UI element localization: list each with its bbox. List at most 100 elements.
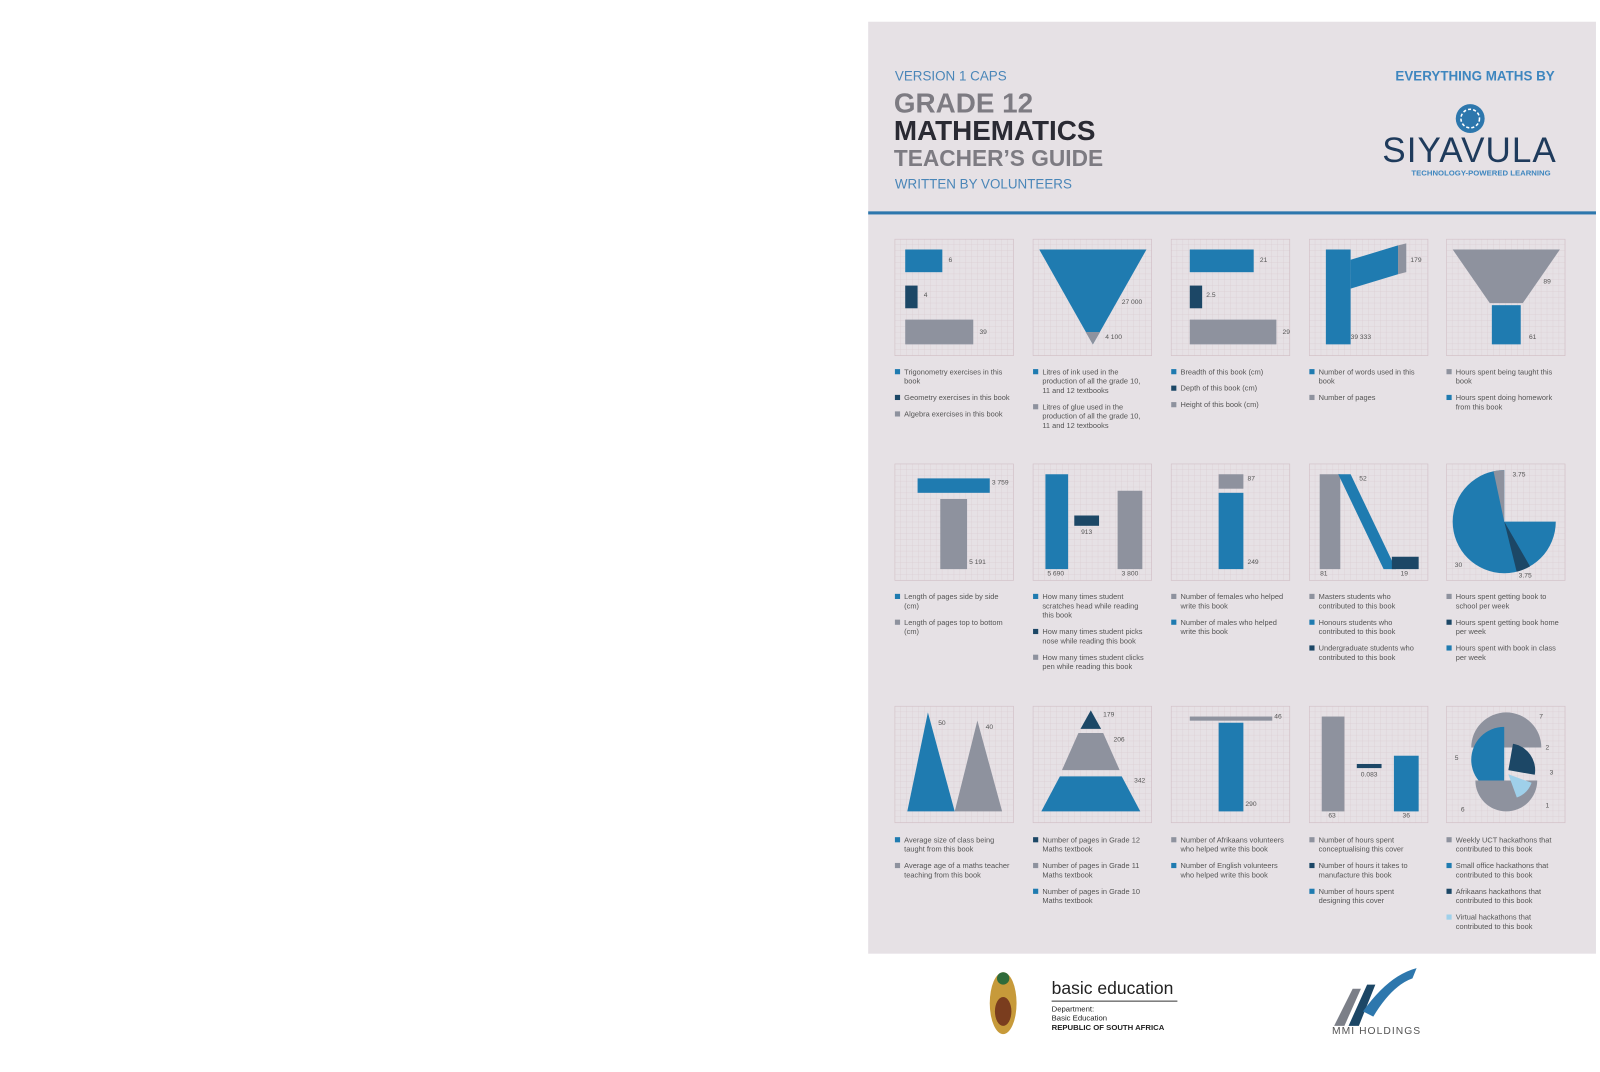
legend-swatch bbox=[1309, 837, 1315, 843]
shape-label: 206 bbox=[1113, 736, 1124, 743]
shape bbox=[1391, 556, 1419, 570]
legend-text: Depth of this book (cm) bbox=[1180, 383, 1258, 393]
shape bbox=[1041, 776, 1141, 812]
shape bbox=[954, 720, 1003, 812]
brand: SIYAVULA bbox=[1382, 130, 1557, 171]
legend-swatch bbox=[1033, 628, 1039, 635]
legend-item: Number of males who helped write this bo… bbox=[1171, 618, 1286, 636]
legend-item: Hours spent doing homework from this boo… bbox=[1446, 393, 1561, 412]
legend-item: Weekly UCT hackathons that contributed t… bbox=[1446, 835, 1561, 854]
legend-text: Hours spent doing homework from this boo… bbox=[1455, 392, 1553, 412]
infographic-letter: 21 2.5 29 bbox=[1170, 238, 1290, 357]
legend-text: Number of females who helped write this … bbox=[1180, 591, 1284, 611]
shape bbox=[1452, 470, 1556, 574]
legend: Number of hours spent conceptualising th… bbox=[1309, 835, 1424, 912]
shape bbox=[1039, 249, 1147, 345]
shape bbox=[1491, 305, 1521, 345]
legend-item: Number of hours spent conceptualising th… bbox=[1309, 835, 1424, 854]
infographic-letter: 7 5 2 3 1 6 bbox=[1446, 705, 1566, 824]
legend: Trigonometry exercises in this book Geome… bbox=[894, 367, 1010, 426]
shape-label: 342 bbox=[1134, 778, 1145, 785]
legend-swatch bbox=[894, 619, 901, 625]
legend: Weekly UCT hackathons that contributed t… bbox=[1446, 835, 1561, 938]
legend-swatch bbox=[1033, 404, 1039, 410]
legend-swatch bbox=[894, 593, 901, 600]
legend-swatch bbox=[1171, 402, 1177, 408]
infographic-letter: 50 40 bbox=[894, 705, 1014, 824]
legend-text: Litres of glue used in the production of… bbox=[1042, 402, 1141, 430]
legend-text: Trigonometry exercises in this book bbox=[904, 367, 1003, 386]
legend-text: Number of pages in Grade 12 Maths textbo… bbox=[1042, 835, 1140, 854]
infographic-letter: 89 61 bbox=[1446, 238, 1566, 357]
legend-swatch bbox=[894, 862, 901, 869]
legend-swatch bbox=[1309, 593, 1315, 600]
legend-text: Litres of ink used in the production of … bbox=[1042, 367, 1141, 395]
shape bbox=[1045, 474, 1069, 570]
shape bbox=[1504, 521, 1531, 572]
infographic-letter: 913 5 690 3 800 bbox=[1032, 463, 1152, 581]
infographic-letter: 52 81 19 bbox=[1309, 463, 1429, 581]
legend-text: Length of pages side by side (cm) bbox=[904, 591, 999, 611]
legend-swatch bbox=[1309, 888, 1315, 894]
version: VERSION 1 CAPS bbox=[894, 68, 1007, 84]
shape-label: 39 bbox=[979, 329, 987, 336]
shape bbox=[1321, 716, 1345, 812]
legend: How many times student scratches head wh… bbox=[1033, 592, 1148, 679]
shape-label: 6 bbox=[1461, 806, 1465, 813]
legend-item: Number of Afrikaans volunteers who helpe… bbox=[1171, 835, 1286, 854]
shape bbox=[1061, 733, 1120, 771]
shape bbox=[1338, 474, 1396, 570]
legend-swatch bbox=[1309, 369, 1315, 375]
shape-label: 7 bbox=[1539, 714, 1543, 721]
shape bbox=[1508, 774, 1532, 798]
shape-label: 30 bbox=[1455, 562, 1463, 569]
logo-mark bbox=[1455, 104, 1485, 133]
legend-text: Undergraduate students who contributed t… bbox=[1318, 643, 1414, 662]
shape-label: 46 bbox=[1274, 714, 1282, 721]
legend-swatch bbox=[1309, 394, 1315, 401]
legend-text: Number of pages bbox=[1318, 392, 1376, 403]
legend-item: Number of words used in this book bbox=[1309, 367, 1424, 386]
legend-text: Honours students who contributed to this… bbox=[1318, 617, 1396, 637]
legend-text: Virtual hackathons that contributed to t… bbox=[1455, 912, 1533, 931]
shape-label: 81 bbox=[1320, 570, 1328, 577]
shape bbox=[1085, 331, 1101, 345]
shape bbox=[940, 499, 968, 570]
legend-text: Height of this book (cm) bbox=[1180, 400, 1259, 410]
legend-item: How many times student scratches head wh… bbox=[1033, 592, 1148, 620]
shape bbox=[1189, 319, 1277, 345]
shape bbox=[1452, 249, 1560, 304]
legend-item: Average size of class being taught from … bbox=[894, 835, 1010, 854]
shape bbox=[1074, 515, 1100, 526]
shape bbox=[1189, 716, 1273, 721]
sponsor-logo bbox=[1334, 968, 1417, 1026]
shape bbox=[1189, 285, 1203, 309]
legend-text: Hours spent being taught this book bbox=[1455, 367, 1553, 386]
shape-label: 4 100 bbox=[1105, 334, 1122, 341]
legend-swatch bbox=[1033, 888, 1039, 894]
legend: Number of pages in Grade 12 Maths textbo… bbox=[1033, 835, 1148, 912]
shape-label: 36 bbox=[1403, 813, 1411, 820]
legend-item: Masters students who contributed to this… bbox=[1309, 592, 1424, 610]
shape-label: 3 800 bbox=[1122, 570, 1139, 577]
shape bbox=[1508, 743, 1536, 775]
legend-swatch bbox=[1033, 369, 1039, 375]
legend-swatch bbox=[1171, 369, 1177, 375]
legend-item: Number of females who helped write this … bbox=[1171, 591, 1286, 611]
legend-text: How many times student scratches head wh… bbox=[1042, 591, 1139, 620]
shape-label: 21 bbox=[1260, 257, 1268, 264]
shape-label: 4 bbox=[924, 292, 928, 299]
shape-label: 179 bbox=[1103, 712, 1114, 719]
shape-label: 39 333 bbox=[1351, 334, 1372, 341]
shape-label: 52 bbox=[1359, 475, 1367, 482]
legend-item: Number of hours it takes to manufacture … bbox=[1309, 861, 1424, 879]
shape bbox=[1356, 763, 1382, 769]
sponsor: MMI HOLDINGS bbox=[1332, 1025, 1422, 1038]
legend-swatch bbox=[1171, 593, 1177, 600]
legend: Length of pages side by side (cm) Length … bbox=[894, 591, 1010, 644]
legend-swatch bbox=[1309, 619, 1315, 625]
shape-label: 2.5 bbox=[1206, 292, 1216, 299]
shape bbox=[1218, 474, 1244, 489]
